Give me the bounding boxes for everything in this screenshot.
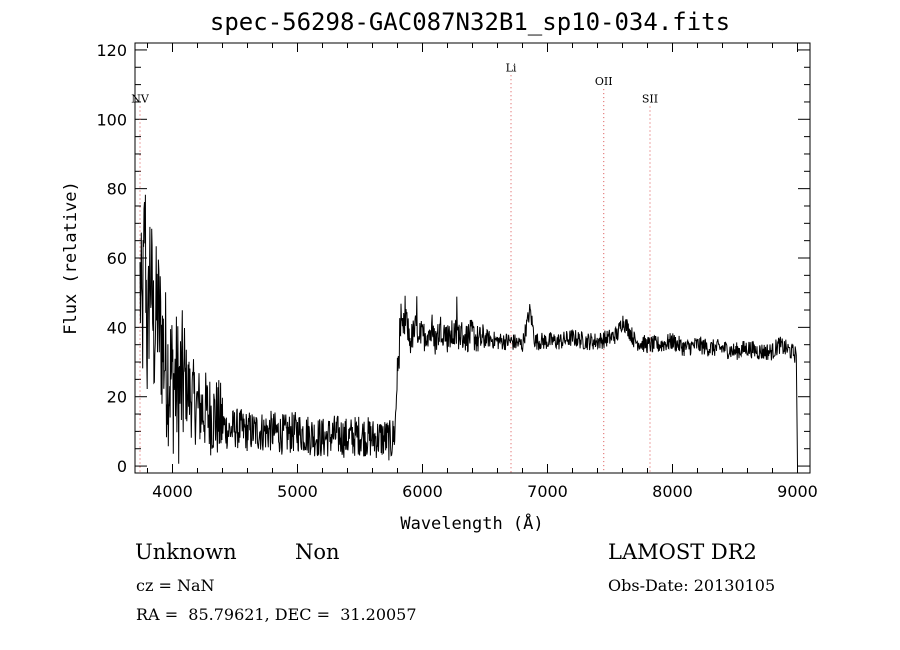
y-tick-label: 100 bbox=[96, 110, 127, 129]
x-axis-ticks: 4000 5000 6000 7000 8000 9000 bbox=[147, 43, 818, 501]
line-marker-label: SII bbox=[642, 92, 658, 105]
y-axis-label: Flux (relative) bbox=[61, 181, 81, 335]
x-tick-label: 6000 bbox=[402, 482, 443, 501]
coordinates: RA = 85.79621, DEC = 31.20057 bbox=[136, 605, 417, 624]
object-subclass: Non bbox=[295, 540, 340, 564]
line-markers: NV Li OII SII bbox=[131, 61, 658, 473]
chart-title: spec-56298-GAC087N32B1_sp10-034.fits bbox=[209, 8, 731, 36]
line-marker-label: Li bbox=[506, 61, 517, 74]
y-tick-label: 60 bbox=[107, 249, 127, 268]
y-tick-label: 0 bbox=[117, 457, 127, 476]
y-axis-ticks: 0 20 40 60 80 100 120 bbox=[96, 41, 810, 476]
spectrum-line bbox=[139, 194, 798, 467]
x-tick-label: 8000 bbox=[652, 482, 693, 501]
x-tick-label: 9000 bbox=[777, 482, 818, 501]
y-tick-label: 20 bbox=[107, 388, 127, 407]
line-marker-label: OII bbox=[595, 75, 613, 88]
x-tick-label: 7000 bbox=[527, 482, 568, 501]
y-tick-label: 40 bbox=[107, 318, 127, 337]
y-tick-label: 80 bbox=[107, 180, 127, 199]
x-tick-label: 4000 bbox=[152, 482, 193, 501]
survey-name: LAMOST DR2 bbox=[608, 540, 757, 564]
redshift-value: cz = NaN bbox=[136, 576, 215, 595]
y-tick-label: 120 bbox=[96, 41, 127, 60]
x-axis-label: Wavelength (Å) bbox=[400, 512, 543, 534]
observation-date: Obs-Date: 20130105 bbox=[608, 576, 776, 595]
line-marker-label: NV bbox=[131, 92, 150, 105]
x-tick-label: 5000 bbox=[277, 482, 318, 501]
object-class: Unknown bbox=[135, 540, 237, 564]
plot-frame bbox=[134, 42, 811, 474]
